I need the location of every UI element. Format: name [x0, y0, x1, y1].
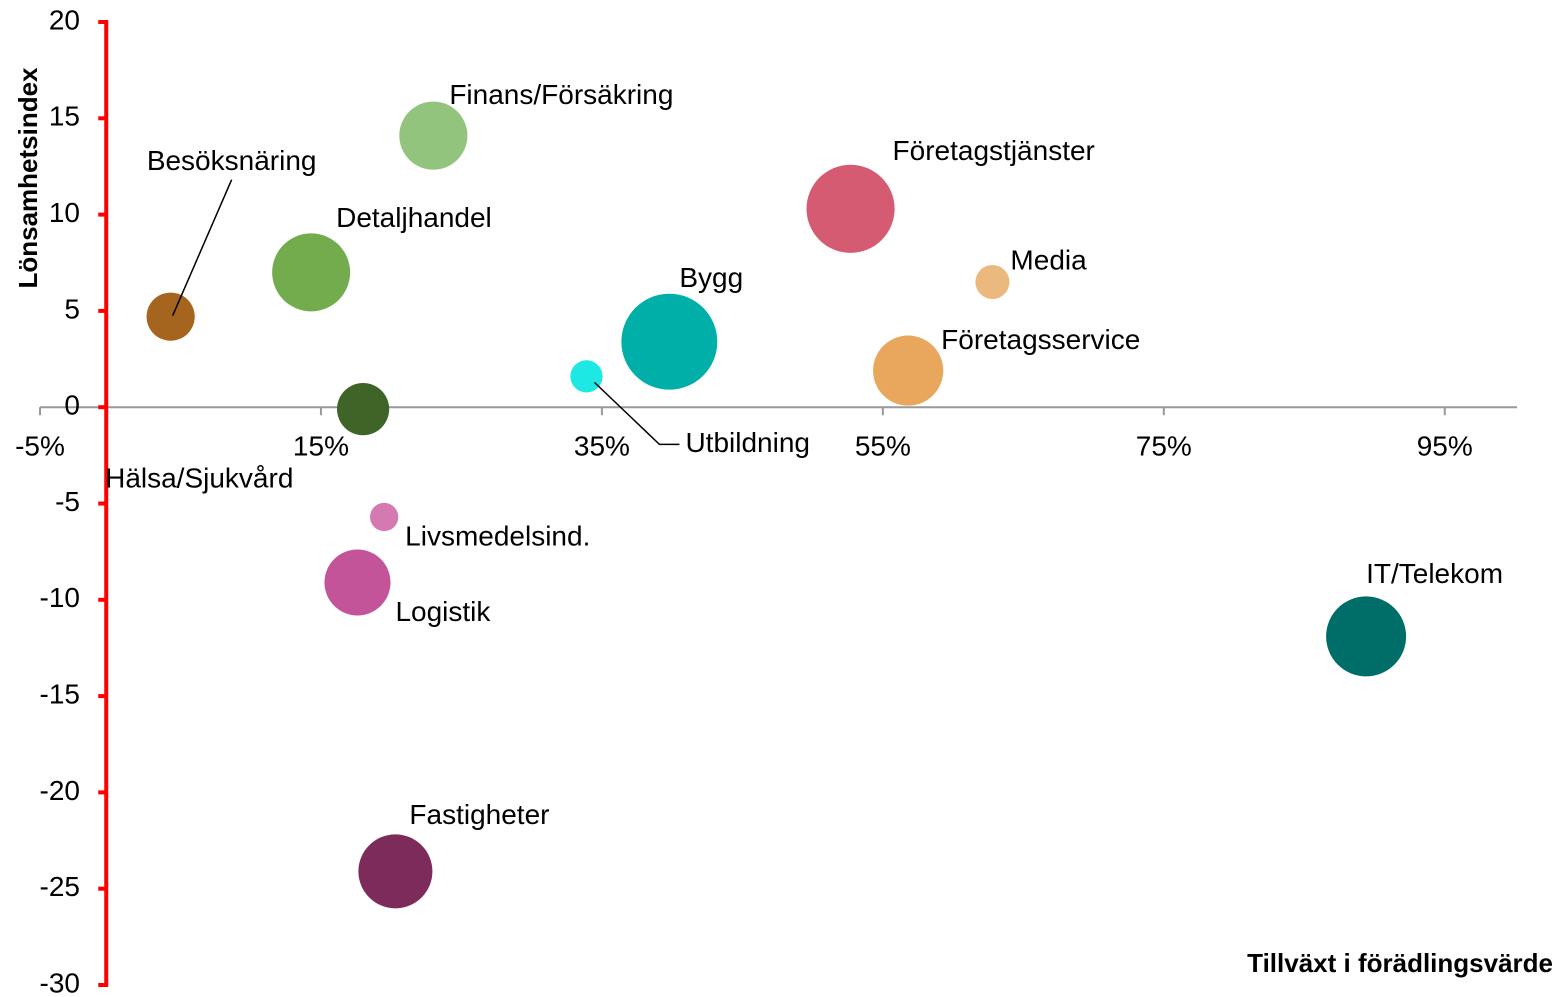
x-tick-label: 55% [855, 431, 911, 462]
y-axis-label: Lönsamhetsindex [13, 67, 43, 289]
x-tick-label: 35% [574, 431, 630, 462]
bubble-label: Media [1010, 244, 1087, 275]
bubble-label: Fastigheter [409, 799, 549, 830]
bubble [146, 292, 195, 341]
y-tick-label: -30 [40, 967, 80, 997]
x-tick-label: 95% [1417, 431, 1473, 462]
x-tick-label: -5% [15, 431, 65, 462]
bubble-label: Detaljhandel [336, 202, 492, 233]
bubble [337, 383, 390, 436]
x-tick-label: 15% [293, 431, 349, 462]
y-tick-label: -20 [40, 775, 80, 806]
y-tick-label: -25 [40, 871, 80, 902]
bubble [1326, 596, 1407, 677]
bubble-label: Livsmedelsind. [405, 520, 590, 551]
bubble-label: Bygg [679, 262, 743, 293]
bubble [975, 264, 1010, 300]
bubble-label: Utbildning [685, 427, 810, 458]
y-tick-label: 15 [49, 101, 80, 132]
x-axis-label: Tillväxt i förädlingsvärde [1247, 948, 1553, 978]
bubble-label: IT/Telekom [1366, 558, 1503, 589]
bubble [621, 293, 718, 390]
bubble-label: Företagstjänster [893, 135, 1095, 166]
bubble [358, 834, 433, 909]
y-tick-label: -10 [40, 582, 80, 613]
bubble [806, 164, 895, 253]
y-tick-label: 5 [64, 293, 80, 324]
bubble-label: Hälsa/Sjukvård [105, 463, 293, 494]
bubble [570, 360, 603, 393]
bubble [399, 101, 468, 170]
y-tick-label: 0 [64, 390, 80, 421]
bubble-label: Företagsservice [941, 324, 1140, 355]
bubble [370, 502, 399, 532]
bubble-label: Besöksnäring [147, 145, 317, 176]
y-tick-label: 20 [49, 4, 80, 35]
leader-line [171, 179, 233, 316]
bubble [324, 549, 391, 616]
y-tick-label: -15 [40, 678, 80, 709]
bubble-label: Logistik [395, 596, 491, 627]
bubble-label: Finans/Försäkring [449, 79, 673, 110]
bubble [272, 233, 351, 312]
x-tick-label: 75% [1136, 431, 1192, 462]
bubble [873, 335, 944, 406]
leader-line [593, 381, 680, 446]
y-tick-label: -5 [55, 486, 80, 517]
y-tick-label: 10 [49, 197, 80, 228]
